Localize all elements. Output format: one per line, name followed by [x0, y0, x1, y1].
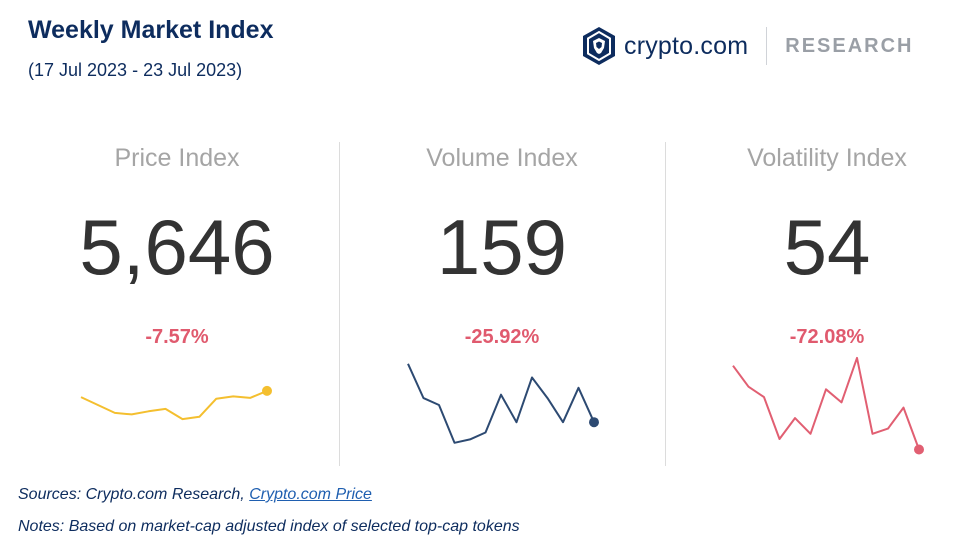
panel-divider-1: [339, 142, 340, 466]
date-range-subtitle: (17 Jul 2023 - 23 Jul 2023): [28, 60, 243, 80]
sparkline-series: [732, 356, 920, 450]
volatility-index-change: -72.08%: [789, 326, 865, 348]
sparkline-series: [80, 389, 268, 421]
brand-divider: [766, 27, 768, 65]
volatility-index-panel: Volatility Index 54 -72.08%: [667, 140, 970, 470]
volume-index-panel: Volume Index 159 -25.92%: [342, 140, 662, 470]
sparkline-series: [407, 363, 595, 444]
price-index-panel: Price Index 5,646 -7.57%: [17, 140, 337, 470]
volume-index-change: -25.92%: [464, 326, 540, 348]
crypto-com-lion-shield-icon: [583, 27, 615, 65]
volatility-index-label: Volatility Index: [747, 144, 907, 172]
volume-index-value: 159: [436, 203, 568, 291]
crypto-com-price-link[interactable]: Crypto.com Price: [249, 486, 372, 503]
brand-name: crypto.com: [624, 31, 749, 60]
volatility-index-value: 54: [783, 203, 871, 291]
sparkline-end-point: [262, 385, 272, 396]
brand-research-label: RESEARCH: [785, 34, 914, 57]
brand-header: crypto.com RESEARCH: [582, 24, 914, 68]
price-index-label: Price Index: [114, 144, 240, 172]
sparkline-end-point: [914, 444, 924, 455]
sources-note: Sources: Crypto.com Research, Crypto.com…: [18, 486, 372, 504]
volume-index-sparkline: [407, 363, 599, 444]
panel-divider-2: [665, 142, 666, 466]
page-title: Weekly Market Index: [28, 16, 274, 44]
volume-index-label: Volume Index: [426, 144, 578, 172]
methodology-note: Notes: Based on market-cap adjusted inde…: [18, 518, 520, 535]
price-index-change: -7.57%: [145, 326, 209, 348]
sparkline-end-point: [589, 417, 599, 428]
volatility-index-sparkline: [732, 356, 924, 455]
price-index-sparkline: [80, 385, 272, 421]
sources-prefix: Sources: Crypto.com Research,: [18, 486, 250, 503]
price-index-value: 5,646: [79, 203, 275, 291]
